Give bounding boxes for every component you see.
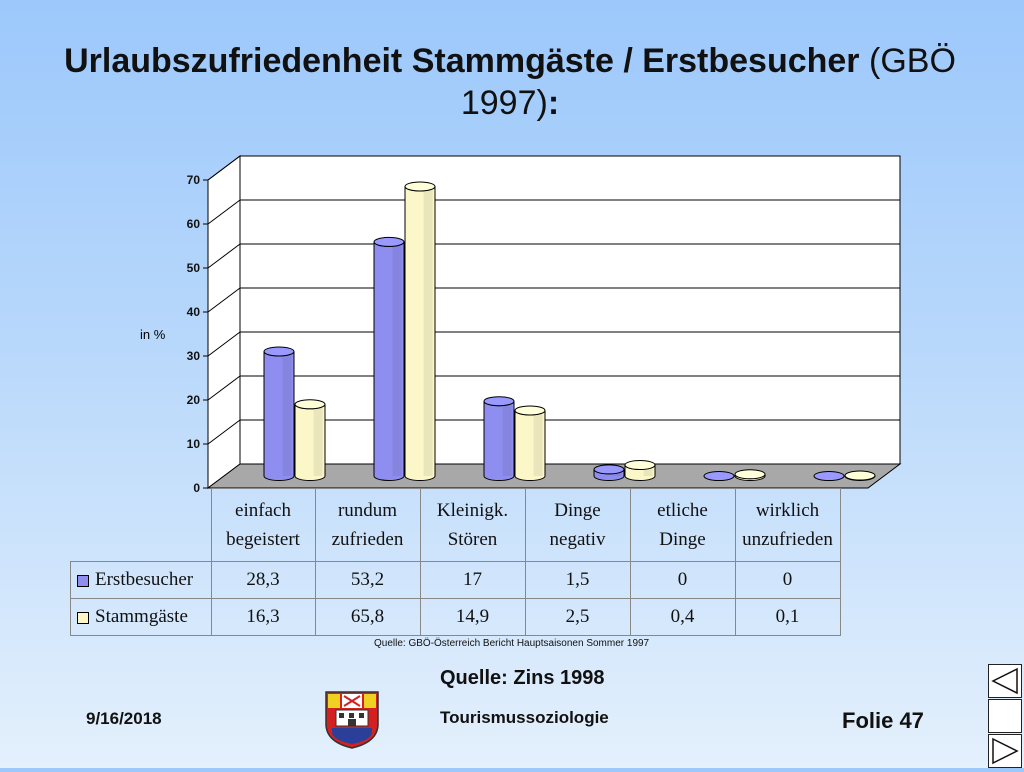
bar-top-stammgaeste-0 — [294, 399, 326, 410]
bar-shade-stammgaeste-0 — [313, 404, 323, 476]
table-row-erstbesucher: Erstbesucher 28,3 53,2 17 1,5 0 0 — [70, 561, 841, 599]
back-wall — [239, 155, 901, 465]
side-wall — [207, 155, 241, 489]
category-cell: Dinge negativ — [524, 488, 631, 562]
footer-title: Tourismussoziologie — [440, 708, 609, 727]
bar-erstbesucher-3 — [593, 464, 625, 481]
bar-erstbesucher-1 — [373, 236, 405, 481]
gridline — [207, 243, 241, 269]
title-paren: (GBÖ 1997) — [460, 42, 956, 122]
value-cell: 1,5 — [524, 561, 631, 599]
bar-erstbesucher-5 — [813, 471, 845, 481]
triangle-left-icon — [991, 667, 1018, 695]
value-cell: 28,3 — [210, 561, 316, 599]
bar-chart: 0 10 20 30 40 50 60 70 — [187, 155, 902, 495]
triangle-right-icon — [992, 737, 1019, 765]
value-cell: 0 — [734, 561, 841, 599]
bar-top-erstbesucher-3 — [593, 464, 625, 475]
category-cell: etliche Dinge — [629, 488, 736, 562]
bar-stammgaeste-2 — [514, 405, 546, 481]
bar-top-stammgaeste-5 — [844, 470, 876, 481]
y-tick-label: 10 — [187, 437, 201, 451]
title-colon: : — [547, 84, 560, 122]
bar-shade-erstbesucher-0 — [282, 351, 292, 476]
bar-top-erstbesucher-4 — [703, 471, 735, 481]
category-row: einfach begeistert rundum zufrieden Kleini… — [71, 488, 841, 562]
category-cell: Kleinigk. Stören — [419, 488, 526, 562]
bar-top-stammgaeste-4 — [734, 469, 766, 480]
bar-top-stammgaeste-2 — [514, 405, 546, 416]
bar-erstbesucher-2 — [483, 396, 515, 481]
coat-of-arms-logo — [325, 691, 379, 749]
y-tick-label: 50 — [187, 261, 201, 275]
value-cell: 17 — [419, 561, 526, 599]
bar-shade-erstbesucher-2 — [502, 401, 512, 476]
bar-stammgaeste-3 — [624, 460, 656, 481]
value-cell: 65,8 — [314, 598, 421, 636]
bar-stammgaeste-0 — [294, 399, 326, 481]
slide-title: Urlaubszufriedenheit Stammgäste / Erstbe… — [60, 40, 960, 124]
value-cell: 53,2 — [314, 561, 421, 599]
value-cell: 16,3 — [210, 598, 316, 636]
gridline — [207, 419, 241, 445]
bar-shade-stammgaeste-3 — [643, 465, 653, 476]
title-main: Urlaubszufriedenheit Stammgäste / Erstbe… — [64, 42, 860, 80]
value-cell: 0,1 — [734, 598, 841, 636]
value-cell: 2,5 — [524, 598, 631, 636]
y-tick-label: 70 — [187, 173, 201, 187]
nav-home-button[interactable] — [988, 699, 1022, 733]
value-cell: 14,9 — [419, 598, 526, 636]
nav-next-button[interactable] — [988, 734, 1022, 768]
y-tick-label: 60 — [187, 217, 201, 231]
bar-shade-stammgaeste-1 — [423, 186, 433, 477]
value-cell: 0,4 — [629, 598, 736, 636]
slide-number: Folie 47 — [842, 708, 924, 733]
category-cell: wirklich unzufrieden — [734, 488, 841, 562]
bar-shade-stammgaeste-2 — [533, 410, 543, 476]
nav-previous-button[interactable] — [988, 664, 1022, 698]
bar-top-erstbesucher-1 — [373, 236, 405, 247]
category-cell: einfach begeistert — [210, 488, 316, 562]
gridline — [207, 375, 241, 401]
chart-source-note: Quelle: GBÖ-Österreich Bericht Hauptsais… — [374, 638, 650, 649]
bar-top-erstbesucher-5 — [813, 471, 845, 481]
y-axis-label: in % — [140, 327, 166, 342]
bar-shade-erstbesucher-1 — [392, 241, 402, 476]
gridline — [207, 287, 241, 313]
bar-erstbesucher-0 — [263, 346, 295, 481]
bar-top-stammgaeste-1 — [404, 181, 436, 192]
bar-top-stammgaeste-3 — [624, 460, 656, 470]
y-tick-label: 30 — [187, 349, 201, 363]
gridline — [207, 199, 241, 225]
bar-top-erstbesucher-2 — [483, 396, 515, 407]
table-row-stammgaeste: Stammgäste 16,3 65,8 14,9 2,5 0,4 0,1 — [70, 598, 841, 636]
footer-date: 9/16/2018 — [86, 709, 162, 728]
bar-erstbesucher-4 — [703, 471, 735, 481]
legend-swatch-erstbesucher — [77, 574, 89, 587]
gridline — [207, 331, 241, 357]
value-cell: 0 — [629, 561, 736, 599]
y-tick-label: 40 — [187, 305, 201, 319]
bar-top-erstbesucher-0 — [263, 346, 295, 357]
category-cell: rundum zufrieden — [314, 488, 421, 562]
bar-stammgaeste-1 — [404, 181, 436, 481]
legend-swatch-stammgaeste — [77, 611, 89, 624]
bar-stammgaeste-5 — [844, 470, 876, 481]
legend-erstbesucher: Erstbesucher — [70, 561, 212, 599]
gridline — [207, 155, 241, 181]
source-citation: Quelle: Zins 1998 — [440, 667, 605, 689]
bar-stammgaeste-4 — [734, 469, 766, 481]
y-tick-label: 0 — [193, 481, 200, 495]
data-table: einfach begeistert rundum zufrieden Kleini… — [70, 488, 841, 636]
legend-stammgaeste: Stammgäste — [70, 598, 212, 636]
y-tick-label: 20 — [187, 393, 201, 407]
